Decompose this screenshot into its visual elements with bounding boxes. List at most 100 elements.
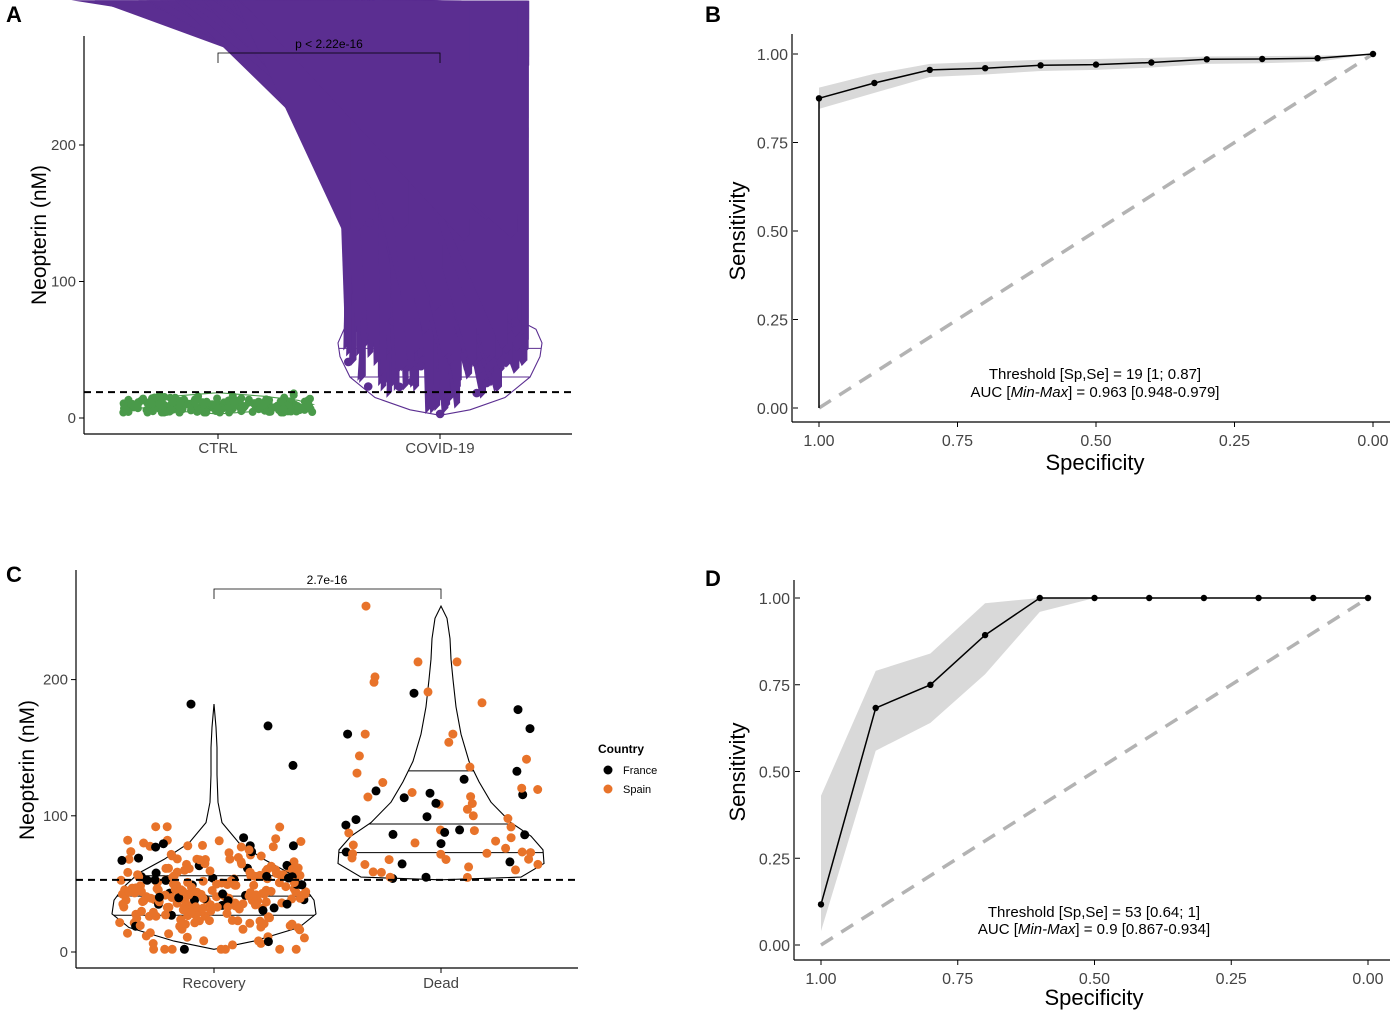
data-point [300,889,310,899]
data-point [164,929,174,939]
data-point [239,833,249,843]
data-point [295,870,305,880]
roc-point [872,704,879,712]
data-point [299,933,309,943]
data-point [198,840,207,850]
y-tick-label-d: 0.00 [759,938,790,955]
data-point [272,869,281,878]
data-point [162,822,172,832]
panel-label-a: A [6,2,22,27]
data-point [407,788,417,797]
x-tick-label-a: CTRL [198,440,237,457]
data-point [213,394,222,403]
data-point [263,937,273,947]
data-point [228,940,237,950]
data-point [176,399,185,408]
data-point [123,835,133,845]
data-point [167,405,175,414]
data-point [348,849,358,859]
data-point [448,729,458,739]
data-point [223,896,233,906]
y-tick-label-b: 0.75 [757,136,788,153]
data-point [378,778,388,787]
data-point [262,864,272,874]
data-point [153,885,163,895]
data-point [151,842,161,852]
data-point [423,687,433,697]
data-point [262,871,272,881]
data-point [139,394,148,403]
data-point [190,918,200,928]
data-point [154,892,164,902]
data-point [168,398,177,407]
reference-diagonal-b [818,52,1374,410]
data-point [184,864,194,874]
x-axis-title-d: Specificity [1044,985,1143,1010]
data-point [223,902,233,912]
panel-label-b: B [705,2,721,27]
data-point [506,833,516,843]
x-tick-label-b: 0.75 [942,433,973,450]
data-point [288,841,298,851]
y-tick-label-c: 0 [60,944,68,961]
data-point [198,876,208,886]
y-tick-label-b: 0.50 [757,224,788,241]
data-point [142,875,152,885]
data-point [218,889,228,899]
data-point [422,812,432,822]
data-point [261,897,271,907]
data-point [123,928,132,938]
data-point [275,944,285,954]
data-point [293,863,303,873]
data-point [248,407,257,416]
data-point [198,903,208,913]
x-tick-label-b: 0.00 [1357,433,1388,450]
data-point [160,944,170,954]
data-point [288,760,298,770]
data-point [226,876,236,886]
data-point [120,404,128,413]
data-point [186,699,196,709]
data-point [263,721,273,731]
panel-d: D 0.00 0.25 0.50 0.75 1.00 1.00 0.75 0.50 0.25 0… [705,566,1390,1010]
data-point [281,882,291,892]
data-point [238,924,248,934]
y-tick-label-c: 200 [43,672,68,689]
data-point [198,893,208,903]
data-point [147,400,156,409]
y-tick-label-d: 1.00 [759,591,790,608]
data-point [202,408,211,417]
data-point [305,402,314,411]
data-point [352,768,362,778]
data-point [269,903,279,913]
data-point [167,851,177,861]
panel-b: B 0.00 0.25 0.50 0.75 1.00 1.00 0.75 0.50 0.25 0… [705,2,1390,475]
data-point [441,855,451,864]
roc-point [1364,594,1372,602]
data-point [371,786,381,796]
data-point [199,398,208,407]
data-point [220,944,230,954]
roc-point [1369,50,1377,58]
data-point [513,705,523,715]
data-point [266,407,275,416]
data-point [477,698,487,708]
data-point [256,851,266,861]
data-point [425,788,435,798]
data-point [212,879,222,889]
data-point [287,919,297,929]
roc-point [981,631,989,639]
roc-point [1259,55,1266,63]
data-point [164,863,173,873]
data-point [174,893,184,903]
data-point [376,867,386,877]
legend-swatch-france [603,765,613,775]
y-tick-label-d: 0.75 [759,678,790,695]
data-point [287,407,295,416]
x-tick-label-d: 0.00 [1352,971,1383,988]
data-point [240,0,470,241]
data-point [178,905,188,915]
data-point [431,798,441,808]
data-point [512,766,522,776]
data-point [214,836,224,846]
